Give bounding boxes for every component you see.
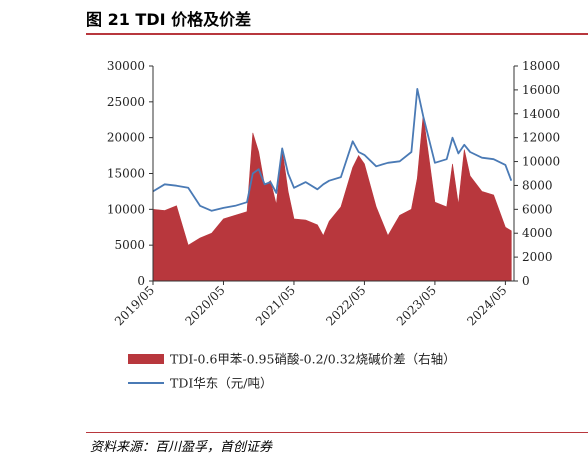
right-tick-label: 8000 <box>522 178 553 192</box>
right-tick-label: 10000 <box>522 155 560 169</box>
left-tick-label: 15000 <box>107 167 145 181</box>
x-tick-label: 2020/05 <box>182 283 227 328</box>
legend-label-spread: TDI-0.6甲苯-0.95硝酸-0.2/0.32烧碱价差（右轴） <box>170 352 456 367</box>
left-tick-label: 25000 <box>107 95 145 109</box>
right-tick-label: 18000 <box>522 59 560 73</box>
title-divider <box>86 33 588 35</box>
x-tick-label: 2019/05 <box>112 283 157 328</box>
left-tick-label: 30000 <box>107 59 145 73</box>
source-note: 资料来源：百川盈孚，首创证券 <box>90 440 273 455</box>
chart-title: 图 21 TDI 价格及价差 <box>86 10 252 29</box>
price-line <box>152 88 513 212</box>
right-tick-label: 4000 <box>522 226 553 240</box>
legend-swatch-spread <box>128 354 164 364</box>
price-line-layer <box>152 88 513 212</box>
source-divider <box>86 432 588 433</box>
x-tick-label: 2022/05 <box>323 283 368 328</box>
right-tick-label: 2000 <box>522 250 553 264</box>
right-tick-label: 0 <box>522 274 530 288</box>
x-tick-label: 2023/05 <box>394 283 439 328</box>
x-tick-label: 2024/05 <box>464 283 509 328</box>
axes-layer: 0 5000 10000 15000 20000 25000 30000 0 2000 4000 6… <box>107 59 560 328</box>
left-tick-label: 5000 <box>114 238 145 252</box>
right-tick-label: 6000 <box>522 202 553 216</box>
legend-label-price: TDI华东（元/吨） <box>170 376 273 391</box>
spread-area <box>152 114 512 282</box>
right-tick-label: 12000 <box>522 131 560 145</box>
right-tick-label: 14000 <box>522 107 560 121</box>
legend: TDI-0.6甲苯-0.95硝酸-0.2/0.32烧碱价差（右轴） TDI华东（元… <box>128 352 456 391</box>
left-tick-label: 10000 <box>107 202 145 216</box>
left-tick-label: 0 <box>137 274 145 288</box>
right-tick-label: 16000 <box>522 83 560 97</box>
x-tick-label: 2021/05 <box>253 283 298 328</box>
left-tick-label: 20000 <box>107 131 145 145</box>
spread-area-layer <box>152 114 512 282</box>
